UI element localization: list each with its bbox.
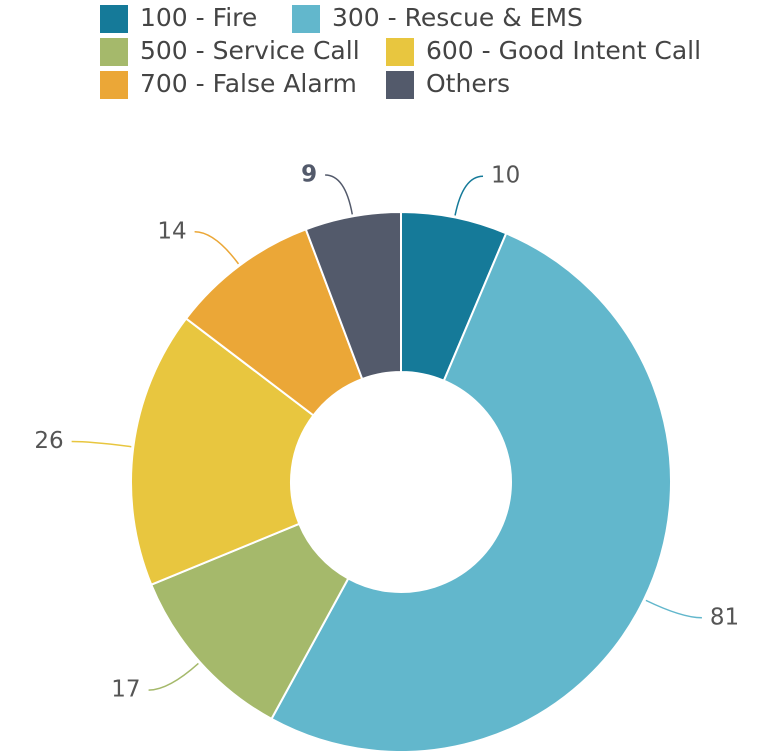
leader-line [148,662,199,691]
donut-slice [130,317,315,587]
leader-line [325,174,354,215]
leader-line [71,440,132,448]
donut-slice [270,232,673,751]
legend-label: 500 - Service Call [140,36,360,65]
donut-slice [149,522,350,721]
data-label: 10 [491,163,520,189]
data-label: 26 [34,428,63,454]
data-label: 14 [157,218,186,244]
legend-label: 600 - Good Intent Call [426,36,701,65]
data-label: 17 [111,677,140,703]
legend-label: 700 - False Alarm [140,69,357,98]
legend-label: 300 - Rescue & EMS [332,3,583,32]
legend-swatch [100,71,128,99]
legend-swatch [100,5,128,33]
leader-line [194,231,240,265]
donut-slice [304,210,402,381]
leader-line [645,599,702,619]
legend-label: Others [426,69,510,98]
legend-swatch [292,5,320,33]
data-label: 81 [710,604,739,630]
legend-label: 100 - Fire [140,3,257,32]
legend-swatch [100,38,128,66]
legend-swatch [386,71,414,99]
legend-swatch [386,38,414,66]
leader-line [454,175,484,216]
data-label: 9 [301,162,317,188]
